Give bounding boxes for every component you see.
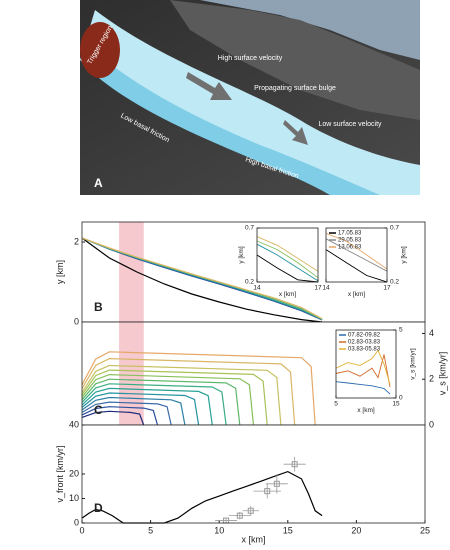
legend-label: 02.83-03.83 xyxy=(348,340,381,346)
y-axis-label: v_s [km/yr] xyxy=(410,348,417,380)
plot-area xyxy=(257,228,318,282)
series-line xyxy=(325,238,388,272)
legend-label: 17.05.83 xyxy=(338,231,362,237)
panel-label: B xyxy=(94,300,103,314)
x-tick-label: 14 xyxy=(253,285,261,292)
x-axis-label: x [km] xyxy=(348,291,366,298)
sky xyxy=(200,0,420,60)
y-tick-label: 0.7 xyxy=(245,225,254,232)
y-tick-label: 0 xyxy=(74,517,79,527)
series-line xyxy=(81,406,159,426)
y-axis-label: y [km] xyxy=(401,246,408,264)
shaded-range xyxy=(119,322,144,425)
series-line xyxy=(81,470,323,524)
shaded-range xyxy=(119,222,144,322)
panel-label: C xyxy=(94,403,103,417)
x-tick-label: 0 xyxy=(79,525,84,535)
series-line xyxy=(81,369,268,426)
y2-axis-label: v_s [km/yr] xyxy=(437,352,447,396)
plot-frame xyxy=(325,227,388,283)
series-line xyxy=(81,387,213,426)
panel-label: D xyxy=(94,501,103,515)
x-tick-label: 5 xyxy=(148,525,153,535)
legend-label: 29.05.83 xyxy=(338,238,362,244)
panel-label: A xyxy=(94,176,103,190)
data-point xyxy=(236,512,243,519)
data-point xyxy=(291,461,298,468)
plot-frame xyxy=(256,227,319,283)
x-tick-label: 15 xyxy=(283,525,293,535)
data-point xyxy=(273,480,280,487)
panel-a: Trigger region High surface velocity Pro… xyxy=(80,0,420,195)
x-tick-label: 5 xyxy=(334,401,338,408)
y-axis-label: v_front [km/yr] xyxy=(55,445,65,502)
series-line xyxy=(256,240,319,279)
series-line xyxy=(81,237,323,320)
x-tick-label: 20 xyxy=(351,525,361,535)
mountain xyxy=(170,0,420,120)
series-line xyxy=(81,237,323,323)
series-line xyxy=(256,243,319,282)
series-line xyxy=(81,410,145,426)
plot-frame xyxy=(335,329,397,399)
y-tick-label: 0.2 xyxy=(390,279,399,286)
series-line xyxy=(81,373,255,426)
series-line xyxy=(325,249,388,283)
y-tick-label: 20 xyxy=(69,468,79,478)
y-tick-label: 0 xyxy=(399,395,403,402)
series-line xyxy=(325,232,388,270)
arrow xyxy=(283,120,308,145)
glacier xyxy=(80,10,420,195)
y-tick-label: 0 xyxy=(74,316,79,326)
y-tick-label: 2 xyxy=(74,236,79,246)
x-tick-label: 10 xyxy=(214,525,224,535)
x-tick-label: 25 xyxy=(420,525,430,535)
data-point xyxy=(247,507,254,514)
series-line xyxy=(335,349,391,385)
y2-tick-label: 4 xyxy=(429,328,434,338)
trigger-region xyxy=(80,22,120,78)
x-tick-label: 17 xyxy=(314,285,322,292)
series-line xyxy=(81,351,316,426)
data-point xyxy=(264,488,271,495)
arrow xyxy=(186,72,232,100)
y-axis-label: y [km] xyxy=(55,260,65,284)
series-line xyxy=(81,401,172,426)
series-line xyxy=(256,236,319,272)
legend-label: 13.06.83 xyxy=(338,245,362,251)
x-axis-label: x [km] xyxy=(357,407,375,414)
series-line xyxy=(81,364,282,426)
y-tick-label: 40 xyxy=(69,419,79,429)
series-line xyxy=(256,254,319,283)
series-line xyxy=(81,392,200,426)
annotation: Low surface velocity xyxy=(318,121,382,128)
x-tick-label: 17 xyxy=(383,285,391,292)
y-axis-label: y [km] xyxy=(238,246,245,264)
x-axis-label: x [km] xyxy=(242,534,266,544)
plot-area xyxy=(82,425,425,523)
y2-tick-label: 0 xyxy=(429,419,434,429)
y-tick-label: 0.2 xyxy=(245,279,254,286)
y-tick-label: 5 xyxy=(399,327,403,334)
y-tick-label: 0.7 xyxy=(390,225,399,232)
series-line xyxy=(335,354,391,388)
series-line xyxy=(81,357,296,426)
plot-frame xyxy=(81,424,426,524)
x-tick-label: 15 xyxy=(392,401,400,408)
series-line xyxy=(335,381,391,395)
x-axis-label: x [km] xyxy=(279,291,297,298)
annotation: High surface velocity xyxy=(218,55,283,62)
series-line xyxy=(81,378,241,426)
annotation: Propagating surface bulge xyxy=(254,85,336,92)
series-line xyxy=(81,396,186,426)
x-tick-label: 14 xyxy=(322,285,330,292)
y-tick-label: 10 xyxy=(69,493,79,503)
y2-tick-label: 2 xyxy=(429,374,434,384)
legend-label: 03.83-05.83 xyxy=(348,347,381,353)
legend-label: 07.82-09.82 xyxy=(348,333,381,339)
series-line xyxy=(81,383,227,426)
